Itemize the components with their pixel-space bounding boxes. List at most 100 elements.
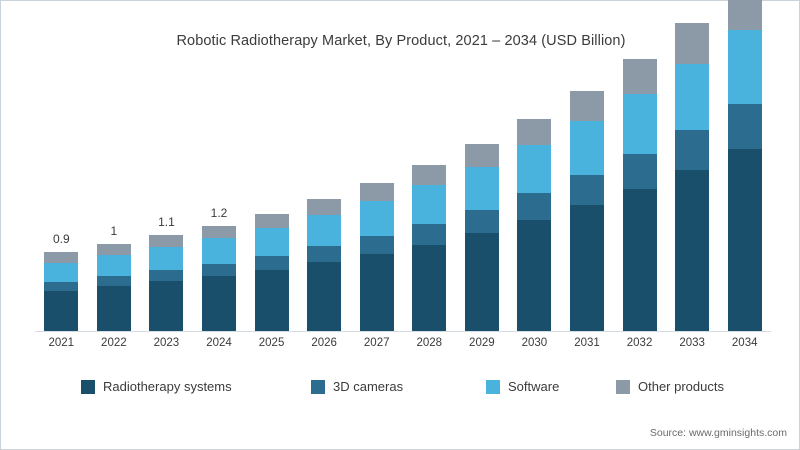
bar-segment[interactable]: [44, 290, 79, 331]
bar-segment[interactable]: [44, 262, 79, 283]
x-tick-label: 2023: [153, 337, 180, 349]
bar-segment[interactable]: [359, 254, 394, 331]
bar-segment[interactable]: [675, 130, 710, 171]
bar-segment[interactable]: [307, 262, 342, 331]
bar-segment[interactable]: [412, 244, 447, 331]
bar-group[interactable]: [149, 234, 184, 331]
bar-segment[interactable]: [149, 269, 184, 282]
bar-segment[interactable]: [570, 121, 604, 175]
bar-segment[interactable]: [727, 149, 762, 331]
bar-segment[interactable]: [517, 118, 552, 145]
bar-segment[interactable]: [675, 63, 710, 131]
bar-group[interactable]: [570, 90, 604, 331]
bar-segment[interactable]: [44, 282, 79, 291]
legend-label: Radiotherapy systems: [103, 379, 232, 394]
bar-group[interactable]: [359, 182, 394, 331]
bar-segment[interactable]: [202, 226, 236, 239]
x-tick-label: 2028: [416, 337, 443, 349]
x-tick-label: 2033: [679, 337, 705, 349]
bar-segment[interactable]: [202, 238, 236, 264]
bar-segment[interactable]: [727, 0, 762, 30]
bar-segment[interactable]: [464, 166, 499, 210]
bar-segment[interactable]: [202, 263, 236, 276]
bar-segment[interactable]: [622, 94, 657, 154]
bar-segment[interactable]: [149, 247, 184, 270]
bar-segment[interactable]: [622, 59, 657, 95]
bar-segment[interactable]: [727, 29, 762, 104]
bar-segment[interactable]: [464, 209, 499, 234]
bar-segment[interactable]: [517, 193, 552, 221]
x-tick-label: 2032: [626, 337, 653, 349]
bar-segment[interactable]: [727, 103, 762, 150]
x-tick-label: 2025: [258, 337, 285, 349]
bar-segment[interactable]: [96, 243, 131, 256]
bar-segment[interactable]: [622, 188, 657, 331]
legend-label: Other products: [638, 379, 724, 394]
x-tick-label: 2029: [469, 337, 495, 349]
bar-segment[interactable]: [359, 182, 394, 201]
bar-segment[interactable]: [622, 153, 657, 189]
bar-group[interactable]: [44, 252, 79, 331]
legend-color-swatch: [81, 379, 95, 394]
bar-segment[interactable]: [149, 234, 184, 248]
bar-segment[interactable]: [149, 281, 184, 331]
x-tick-label: 2021: [48, 337, 75, 349]
bar-group[interactable]: [517, 118, 552, 331]
plot-area: [35, 0, 771, 331]
x-tick-label: 2026: [311, 337, 337, 349]
bar-group[interactable]: [675, 22, 710, 331]
source-attribution: Source: www.gminsights.com: [649, 427, 787, 439]
bar-segment[interactable]: [517, 220, 552, 331]
x-tick-label: 2031: [574, 337, 600, 349]
chart-legend: Radiotherapy systems 3D cameras Software Ot…: [61, 379, 751, 401]
x-axis-line: [35, 331, 771, 332]
legend-label: Software: [508, 379, 560, 394]
bar-segment[interactable]: [307, 199, 342, 215]
bar-segment[interactable]: [412, 165, 447, 186]
bar-segment[interactable]: [254, 213, 289, 228]
bar-segment[interactable]: [570, 90, 604, 122]
bar-segment[interactable]: [96, 285, 131, 331]
bar-segment[interactable]: [44, 252, 79, 263]
chart-title: Robotic Radiotherapy Market, By Product,…: [176, 33, 626, 49]
bar-group[interactable]: [727, 0, 762, 331]
bar-segment[interactable]: [254, 255, 289, 270]
bar-value-label: 0.9: [52, 232, 70, 247]
bar-segment[interactable]: [202, 275, 236, 331]
bar-segment[interactable]: [359, 200, 394, 236]
legend-item[interactable]: Radiotherapy systems: [81, 379, 232, 394]
bar-group[interactable]: [202, 226, 236, 331]
bar-segment[interactable]: [464, 233, 499, 331]
bar-segment[interactable]: [359, 235, 394, 255]
bar-group[interactable]: [254, 213, 289, 331]
bar-segment[interactable]: [307, 214, 342, 247]
x-tick-label: 2034: [731, 337, 758, 349]
x-tick-label: 2022: [101, 337, 127, 349]
legend-color-swatch: [486, 379, 500, 394]
x-tick-label: 2030: [521, 337, 548, 349]
bar-segment[interactable]: [675, 170, 710, 331]
bar-segment[interactable]: [96, 255, 131, 276]
bar-segment[interactable]: [675, 22, 710, 64]
bar-segment[interactable]: [464, 144, 499, 167]
legend-item[interactable]: Other products: [616, 379, 724, 394]
legend-label: 3D cameras: [333, 379, 404, 394]
bar-group[interactable]: [622, 59, 657, 331]
bar-group[interactable]: [96, 243, 131, 331]
bar-segment[interactable]: [307, 246, 342, 263]
x-tick-label: 2027: [363, 337, 390, 349]
bar-segment[interactable]: [570, 205, 604, 331]
bar-segment[interactable]: [570, 174, 604, 206]
bar-group[interactable]: [307, 199, 342, 331]
bar-segment[interactable]: [517, 144, 552, 194]
bar-segment[interactable]: [412, 223, 447, 245]
bar-segment[interactable]: [254, 227, 289, 256]
bar-group[interactable]: [464, 144, 499, 331]
bar-segment[interactable]: [96, 276, 131, 286]
bar-segment[interactable]: [412, 185, 447, 224]
bar-segment[interactable]: [254, 269, 289, 331]
legend-item[interactable]: 3D cameras: [311, 379, 403, 394]
legend-item[interactable]: Software: [486, 379, 559, 394]
bar-group[interactable]: [412, 165, 447, 331]
